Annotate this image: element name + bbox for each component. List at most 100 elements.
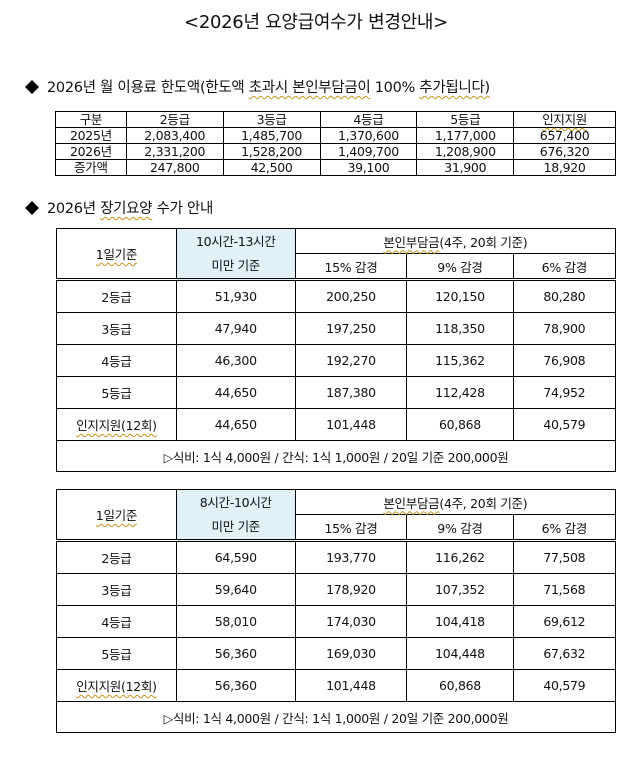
cell: 76,908: [512, 344, 617, 377]
table-row: 4등급 46,300 192,270 115,362 76,908: [56, 344, 617, 377]
copay-header: 본인부담금(4주, 20회 기준): [294, 228, 617, 254]
cell: 31,900: [416, 159, 515, 176]
corner-header: 1일기준: [56, 489, 177, 541]
subheader-cell: 6% 감경: [512, 253, 617, 280]
cell: 44,650: [175, 376, 296, 409]
cell: 174,030: [294, 605, 408, 638]
cell: 2등급: [56, 539, 177, 574]
cell: 56,360: [175, 637, 296, 670]
cell: 67,632: [512, 637, 617, 670]
cell: 178,920: [294, 573, 408, 606]
cell: 5등급: [56, 637, 177, 670]
cell: 2026년: [55, 143, 127, 160]
cell: 1,485,700: [222, 127, 321, 144]
meal-cost-note: ▷식비: 1식 4,000원 / 간식: 1식 1,000원 / 20일 기준 …: [56, 440, 616, 472]
cell: 69,612: [512, 605, 617, 638]
cell: 5등급: [56, 376, 177, 409]
cell: 247,800: [125, 159, 224, 176]
cell: 1,409,700: [319, 143, 418, 160]
note-row: ▷식비: 1식 4,000원 / 간식: 1식 1,000원 / 20일 기준 …: [56, 440, 616, 472]
cell: 60,868: [406, 408, 514, 441]
diamond-bullet-icon: [25, 80, 39, 94]
cell: 74,952: [512, 376, 617, 409]
table-header-row: 1일기준 10시간-13시간 미만 기준 본인부담금(4주, 20회 기준): [56, 228, 617, 280]
table-subheader-row: 15% 감경 9% 감경 6% 감경: [57, 514, 617, 541]
copay-header: 본인부담금(4주, 20회 기준): [294, 489, 617, 515]
cell: 193,770: [294, 539, 408, 574]
cell: 64,590: [175, 539, 296, 574]
cell: 200,250: [294, 278, 408, 313]
header-cell: 3등급: [222, 111, 321, 128]
section-care-fee-heading: 2026년 장기요양 수가 안내: [25, 197, 214, 218]
cell: 3등급: [56, 312, 177, 345]
table-row: 5등급 56,360 169,030 104,448 67,632: [56, 637, 617, 670]
section-monthly-limit-heading: 2026년 월 이용료 한도액(한도액 초과시 본인부담금이 100% 추가됩니…: [25, 76, 490, 97]
header-cell: 5등급: [416, 111, 515, 128]
cell: 인지지원(12회): [56, 669, 177, 702]
cell: 1,370,600: [319, 127, 418, 144]
cell: 58,010: [175, 605, 296, 638]
cell: 40,579: [512, 408, 617, 441]
cell: 169,030: [294, 637, 408, 670]
cell: 107,352: [406, 573, 514, 606]
cell: 101,448: [294, 408, 408, 441]
cell: 101,448: [294, 669, 408, 702]
cell: 40,579: [512, 669, 617, 702]
header-cell: 4등급: [319, 111, 418, 128]
subheader-cell: 9% 감경: [406, 253, 514, 280]
cell: 78,900: [512, 312, 617, 345]
cell: 676,320: [513, 143, 616, 160]
cell: 56,360: [175, 669, 296, 702]
note-row: ▷식비: 1식 4,000원 / 간식: 1식 1,000원 / 20일 기준 …: [56, 701, 616, 733]
cell: 42,500: [222, 159, 321, 176]
table-header-row: 1일기준 8시간-10시간 미만 기준 본인부담금(4주, 20회 기준): [56, 489, 617, 541]
cell: 증가액: [55, 159, 127, 176]
cell: 1,208,900: [416, 143, 515, 160]
table-subheader-row: 15% 감경 9% 감경 6% 감경: [57, 253, 617, 280]
header-cell: 2등급: [125, 111, 224, 128]
cell: 104,448: [406, 637, 514, 670]
cell: 60,868: [406, 669, 514, 702]
cell: 2등급: [56, 278, 177, 313]
diamond-bullet-icon: [25, 201, 39, 215]
meal-cost-note: ▷식비: 1식 4,000원 / 간식: 1식 1,000원 / 20일 기준 …: [56, 701, 616, 733]
cell: 1,177,000: [416, 127, 515, 144]
cell: 112,428: [406, 376, 514, 409]
cell: 18,920: [513, 159, 616, 176]
table-header-row: 구분 2등급 3등급 4등급 5등급 인지지원: [55, 111, 616, 128]
table-row: 4등급 58,010 174,030 104,418 69,612: [56, 605, 617, 638]
heading-text-underlined: 장기요양: [100, 201, 153, 217]
cell: 4등급: [56, 605, 177, 638]
cell: 115,362: [406, 344, 514, 377]
monthly-limit-table: 구분 2등급 3등급 4등급 5등급 인지지원 2025년 2,083,400 …: [55, 111, 616, 176]
cell: 1,528,200: [222, 143, 321, 160]
time-basis-header: 8시간-10시간 미만 기준: [175, 489, 296, 541]
header-cell: 인지지원: [513, 111, 616, 128]
cell: 51,930: [175, 278, 296, 313]
document-title: <2026년 요양급여수가 변경안내>: [184, 12, 448, 33]
cell: 104,418: [406, 605, 514, 638]
subheader-cell: 15% 감경: [294, 514, 408, 541]
heading-text: 수가 안내: [152, 201, 214, 217]
cell: 47,940: [175, 312, 296, 345]
cell: 118,350: [406, 312, 514, 345]
cell: 39,100: [319, 159, 418, 176]
cell: 2025년: [55, 127, 127, 144]
cell: 80,280: [512, 278, 617, 313]
cell: 46,300: [175, 344, 296, 377]
corner-header: 1일기준: [56, 228, 177, 280]
table-row: 2등급 64,590 193,770 116,262 77,508: [56, 539, 617, 574]
table-row: 2등급 51,930 200,250 120,150 80,280: [56, 278, 617, 313]
cell: 59,640: [175, 573, 296, 606]
table-row: 2026년 2,331,200 1,528,200 1,409,700 1,20…: [55, 143, 616, 160]
subheader-cell: 6% 감경: [512, 514, 617, 541]
table-row: 인지지원(12회) 56,360 101,448 60,868 40,579: [56, 669, 617, 702]
table-row: 3등급 47,940 197,250 118,350 78,900: [56, 312, 617, 345]
cell: 44,650: [175, 408, 296, 441]
cell: 116,262: [406, 539, 514, 574]
cell: 2,083,400: [125, 127, 224, 144]
table-row: 2025년 2,083,400 1,485,700 1,370,600 1,17…: [55, 127, 616, 144]
cell: 4등급: [56, 344, 177, 377]
table-row: 5등급 44,650 187,380 112,428 74,952: [56, 376, 617, 409]
cell: 120,150: [406, 278, 514, 313]
